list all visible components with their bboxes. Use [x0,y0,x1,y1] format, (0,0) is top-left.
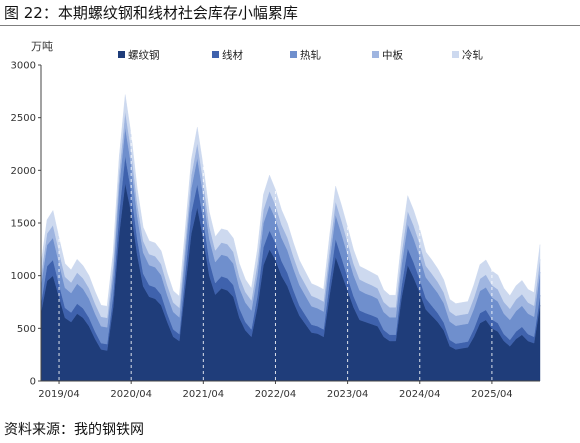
legend: 螺纹钢 线材 热轧 中板 冷轧 [118,49,483,62]
legend-label: 热轧 [300,49,321,62]
x-tick-label: 2022/04 [255,389,297,400]
y-tick-labels: 0 500 1000 1500 2000 2500 3000 [11,61,41,388]
y-tick-label: 500 [17,324,36,335]
legend-label: 中板 [382,49,403,62]
source-note: 资料来源：我的钢铁网 [4,422,144,438]
y-tick-label: 2000 [11,166,36,177]
x-tick-label: 2025/04 [471,389,513,400]
series-areas [40,94,541,382]
x-tick-label: 2019/04 [38,389,80,400]
legend-label: 线材 [222,49,243,62]
series-area-5 [40,94,541,319]
legend-swatch [118,51,125,58]
legend-swatch [452,51,459,58]
title-divider [0,25,580,26]
x-tick-label: 2021/04 [183,389,225,400]
legend-label: 螺纹钢 [128,49,160,62]
y-tick-label: 1500 [11,219,36,230]
x-tick-label: 2023/04 [327,389,369,400]
x-tick-label: 2024/04 [399,389,441,400]
x-gridlines [58,65,493,381]
chart-container: 0 500 1000 1500 2000 2500 3000 2019/04 2020/04 2… [0,26,580,418]
legend-swatch [372,51,379,58]
legend-swatch [212,51,219,58]
y-tick-label: 3000 [11,61,36,72]
x-tick-label: 2020/04 [110,389,152,400]
x-tick-labels: 2019/04 2020/04 2021/04 2022/04 2023/04 2024/… [38,381,513,400]
y-tick-label: 2500 [11,113,36,124]
figure-title: 图 22：本期螺纹钢和线材社会库存小幅累库 [4,4,298,22]
legend-swatch [290,51,297,58]
y-tick-label: 1000 [11,271,36,282]
y-unit-label: 万吨 [31,40,53,53]
legend-label: 冷轧 [462,49,483,62]
y-tick-label: 0 [30,377,36,388]
